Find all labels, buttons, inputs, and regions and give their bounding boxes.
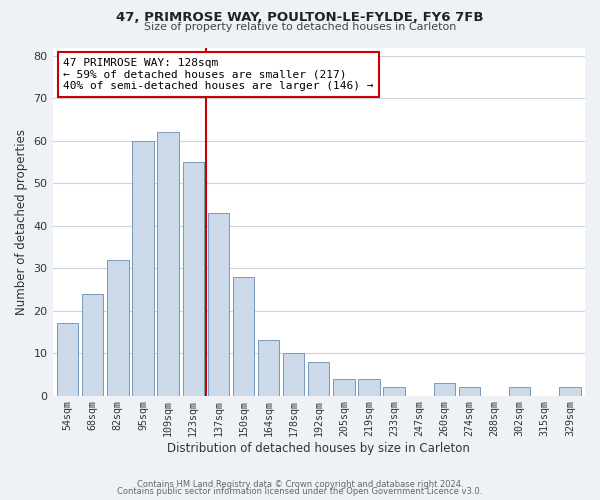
Bar (383, 387, 405, 396)
Text: Size of property relative to detached houses in Carleton: Size of property relative to detached ho… (144, 22, 456, 32)
X-axis label: Distribution of detached houses by size in Carleton: Distribution of detached houses by size … (167, 442, 470, 455)
Text: Contains HM Land Registry data © Crown copyright and database right 2024.: Contains HM Land Registry data © Crown c… (137, 480, 463, 489)
Text: Contains public sector information licensed under the Open Government Licence v3: Contains public sector information licen… (118, 487, 482, 496)
Bar (333, 378, 355, 396)
Bar (509, 387, 530, 396)
Text: 47 PRIMROSE WAY: 128sqm
← 59% of detached houses are smaller (217)
40% of semi-d: 47 PRIMROSE WAY: 128sqm ← 59% of detache… (63, 58, 374, 91)
Bar (208, 213, 229, 396)
Bar (57, 324, 78, 396)
Bar (132, 141, 154, 396)
Bar (157, 132, 179, 396)
Bar (233, 276, 254, 396)
Bar (308, 362, 329, 396)
Y-axis label: Number of detached properties: Number of detached properties (15, 128, 28, 314)
Bar (459, 387, 480, 396)
Bar (258, 340, 279, 396)
Text: 47, PRIMROSE WAY, POULTON-LE-FYLDE, FY6 7FB: 47, PRIMROSE WAY, POULTON-LE-FYLDE, FY6 … (116, 11, 484, 24)
Bar (559, 387, 581, 396)
Bar (358, 378, 380, 396)
Bar (434, 383, 455, 396)
Bar (107, 260, 128, 396)
Bar (182, 162, 204, 396)
Bar (283, 353, 304, 396)
Bar (82, 294, 103, 396)
